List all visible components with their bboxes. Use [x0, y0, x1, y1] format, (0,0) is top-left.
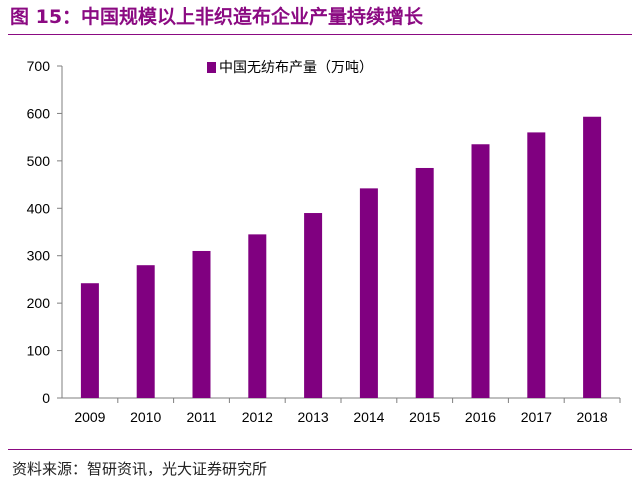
legend-label: 中国无纺布产量（万吨） [219, 60, 373, 76]
x-tick-label: 2011 [186, 409, 216, 425]
x-tick-label: 2015 [409, 409, 440, 425]
y-tick-label: 700 [27, 58, 51, 74]
bar-2011 [192, 250, 211, 398]
chart-legend: 中国无纺布产量（万吨） [207, 60, 373, 76]
bar-2012 [248, 234, 267, 398]
bar-2009 [80, 283, 99, 398]
x-tick-label: 2013 [298, 409, 329, 425]
y-tick-label: 200 [27, 295, 51, 311]
chart-title: 图 15：中国规模以上非织造布企业产量持续增长 [10, 6, 424, 28]
y-tick-label: 600 [27, 105, 51, 121]
x-tick-label: 2017 [521, 409, 552, 425]
chart-axes: 0 100 200 300 400 500 600 700 2009 2010 2011 2012 20… [27, 58, 621, 425]
x-tick-label: 2009 [74, 409, 105, 425]
bar-2015 [415, 167, 434, 398]
x-tick-label: 2018 [577, 409, 608, 425]
bar-2010 [136, 265, 155, 398]
title-divider [8, 34, 632, 35]
bar-chart: 0 100 200 300 400 500 600 700 2009 2010 2011 2012 20… [27, 58, 621, 425]
source-note: 资料来源：智研资讯，光大证券研究所 [12, 460, 268, 478]
y-tick-label: 400 [27, 200, 51, 216]
x-tick-label: 2010 [130, 409, 161, 425]
legend-swatch [207, 62, 216, 73]
bar-2018 [583, 116, 602, 399]
x-tick-label: 2012 [242, 409, 273, 425]
y-tick-label: 100 [27, 343, 51, 359]
x-tick-label: 2014 [353, 409, 384, 425]
bar-2013 [304, 213, 323, 398]
x-tick-label: 2016 [465, 409, 496, 425]
bar-2016 [471, 144, 490, 398]
y-tick-label: 300 [27, 248, 51, 264]
y-tick-label: 0 [42, 390, 50, 406]
chart-bars [80, 116, 602, 399]
source-divider [8, 449, 632, 450]
bar-2017 [527, 132, 546, 398]
bar-2014 [359, 188, 378, 398]
y-tick-label: 500 [27, 153, 51, 169]
